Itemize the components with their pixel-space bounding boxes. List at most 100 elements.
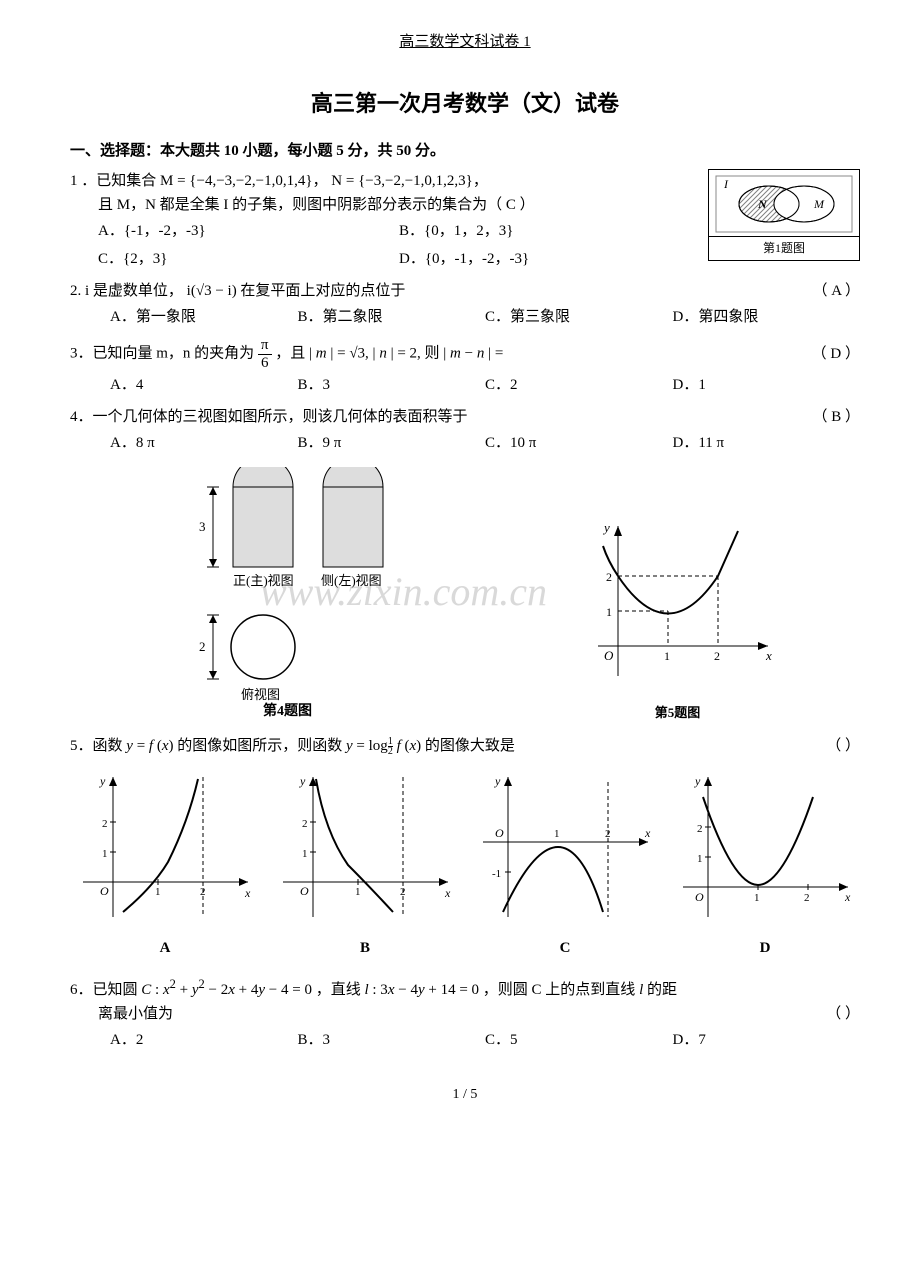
question-3: 3．已知向量 m，n 的夹角为 π6 ，且 | m | = √3, | n | … <box>70 337 860 399</box>
three-view-figure: 3 正(主)视图 侧(左)视图 2 <box>153 467 413 724</box>
svg-text:2: 2 <box>400 886 406 898</box>
running-header: 高三数学文科试卷 1 <box>70 30 860 56</box>
svg-text:1: 1 <box>302 848 308 860</box>
svg-text:2: 2 <box>714 649 720 663</box>
q5-label-a: A <box>70 936 260 960</box>
svg-text:1: 1 <box>606 605 612 619</box>
q5-graph-svg: O x y 1 2 1 2 <box>578 516 778 696</box>
svg-text:O: O <box>100 884 109 898</box>
svg-text:1: 1 <box>754 892 760 904</box>
svg-text:N: N <box>757 197 768 211</box>
q1-option-a: A．{-1，-2，-3} <box>98 217 399 245</box>
q6-option-a: A．2 <box>110 1026 298 1054</box>
q5-stem: 5．函数 y = f (x) 的图像如图所示，则函数 y = log12 f (… <box>70 734 790 758</box>
q5-option-graphs: O x y 1 2 1 2 A O x <box>70 772 860 960</box>
q2-option-a: A．第一象限 <box>110 303 298 331</box>
q6-stem-line2: 离最小值为 <box>98 1002 790 1026</box>
q5-source-graph: O x y 1 2 1 2 第5题图 <box>578 516 778 724</box>
svg-text:2: 2 <box>804 892 810 904</box>
q5-graph-c: O x y -1 1 2 C <box>470 772 660 960</box>
q1-figure-caption: 第1题图 <box>709 236 859 260</box>
q2-option-c: C．第三象限 <box>485 303 673 331</box>
svg-text:1: 1 <box>102 848 108 860</box>
svg-text:1: 1 <box>664 649 670 663</box>
page-footer: 1 / 5 <box>70 1084 860 1106</box>
q5-label-d: D <box>670 936 860 960</box>
q4-option-a: A．8 π <box>110 429 298 457</box>
svg-text:正(主)视图: 正(主)视图 <box>233 573 294 588</box>
question-2: 2. i 是虚数单位， i(√3 − i) 在复平面上对应的点位于 （ A ） … <box>70 279 860 331</box>
q4-option-d: D．11 π <box>673 429 861 457</box>
q2-option-b: B．第二象限 <box>298 303 486 331</box>
q5-answer: （ ） <box>790 734 860 758</box>
q3-answer: （ D ） <box>790 342 860 366</box>
svg-text:第4题图: 第4题图 <box>263 702 312 717</box>
figures-row: 3 正(主)视图 侧(左)视图 2 <box>70 467 860 724</box>
q2-stem: 2. i 是虚数单位， i(√3 − i) 在复平面上对应的点位于 <box>70 279 790 303</box>
q6-option-b: B．3 <box>298 1026 486 1054</box>
three-view-svg: 3 正(主)视图 侧(左)视图 2 <box>153 467 413 717</box>
question-6: 6．已知圆 C : x2 + y2 − 2x + 4y − 4 = 0 ，直线 … <box>70 978 860 1054</box>
svg-text:1: 1 <box>355 886 361 898</box>
svg-text:2: 2 <box>199 639 206 654</box>
q2-answer: （ A ） <box>790 279 860 303</box>
q6-option-d: D．7 <box>673 1026 861 1054</box>
svg-text:2: 2 <box>102 818 108 830</box>
q6-answer: （ ） <box>790 1002 860 1026</box>
svg-text:1: 1 <box>155 886 161 898</box>
q3-option-d: D．1 <box>673 371 861 399</box>
q1-stem-line1: 1 ．已知集合 M = {−4,−3,−2,−1,0,1,4}， N = {−3… <box>70 169 700 193</box>
svg-text:x: x <box>644 826 651 840</box>
question-4: 4．一个几何体的三视图如图所示，则该几何体的表面积等于 （ B ） A．8 π … <box>70 405 860 457</box>
q5-graph-d: O x y 1 2 1 2 D <box>670 772 860 960</box>
q4-option-c: C．10 π <box>485 429 673 457</box>
svg-text:-1: -1 <box>492 868 501 880</box>
svg-text:O: O <box>495 826 504 840</box>
q6-option-c: C．5 <box>485 1026 673 1054</box>
q4-option-b: B．9 π <box>298 429 486 457</box>
svg-text:O: O <box>695 890 704 904</box>
svg-text:1: 1 <box>554 828 560 840</box>
q1-stem-line2: 且 M，N 都是全集 I 的子集，则图中阴影部分表示的集合为（ C ） <box>70 193 700 217</box>
q5-graph-a: O x y 1 2 1 2 A <box>70 772 260 960</box>
q6-stem-line1: 6．已知圆 C : x2 + y2 − 2x + 4y − 4 = 0 ，直线 … <box>70 978 860 1002</box>
svg-text:2: 2 <box>200 886 206 898</box>
svg-text:2: 2 <box>605 828 611 840</box>
q3-option-c: C．2 <box>485 371 673 399</box>
venn-diagram-icon: I N M <box>714 174 854 236</box>
svg-text:2: 2 <box>697 823 703 835</box>
svg-text:M: M <box>813 197 825 211</box>
q4-stem: 4．一个几何体的三视图如图所示，则该几何体的表面积等于 <box>70 405 790 429</box>
q5-graph-b: O x y 1 2 1 2 B <box>270 772 460 960</box>
q5-label-b: B <box>270 936 460 960</box>
svg-text:2: 2 <box>606 570 612 584</box>
q1-option-b: B．{0，1，2，3} <box>399 217 700 245</box>
q5-label-c: C <box>470 936 660 960</box>
q2-option-d: D．第四象限 <box>673 303 861 331</box>
svg-text:x: x <box>844 890 851 904</box>
svg-text:O: O <box>300 884 309 898</box>
svg-text:2: 2 <box>302 818 308 830</box>
section-1-heading: 一、选择题：本大题共 10 小题，每小题 5 分，共 50 分。 <box>70 139 860 163</box>
q1-option-d: D．{0，-1，-2，-3} <box>399 245 700 273</box>
q1-option-c: C．{2，3} <box>98 245 399 273</box>
svg-text:y: y <box>694 774 701 788</box>
svg-text:y: y <box>99 774 106 788</box>
q3-stem: 3．已知向量 m，n 的夹角为 π6 ，且 | m | = √3, | n | … <box>70 337 790 371</box>
svg-text:俯视图: 俯视图 <box>241 687 280 702</box>
svg-text:x: x <box>244 886 251 900</box>
q5-figure-caption: 第5题图 <box>578 703 778 724</box>
q4-answer: （ B ） <box>790 405 860 429</box>
question-5: 5．函数 y = f (x) 的图像如图所示，则函数 y = log12 f (… <box>70 734 860 758</box>
svg-text:O: O <box>604 648 614 663</box>
page-title: 高三第一次月考数学（文）试卷 <box>70 86 860 121</box>
svg-text:y: y <box>602 520 610 535</box>
svg-text:3: 3 <box>199 519 206 534</box>
q3-option-a: A．4 <box>110 371 298 399</box>
q3-option-b: B．3 <box>298 371 486 399</box>
svg-text:y: y <box>494 774 501 788</box>
svg-text:1: 1 <box>697 853 703 865</box>
question-1: 1 ．已知集合 M = {−4,−3,−2,−1,0,1,4}， N = {−3… <box>70 169 860 273</box>
svg-text:x: x <box>444 886 451 900</box>
q1-venn-figure: I N M 第1题图 <box>708 169 860 261</box>
